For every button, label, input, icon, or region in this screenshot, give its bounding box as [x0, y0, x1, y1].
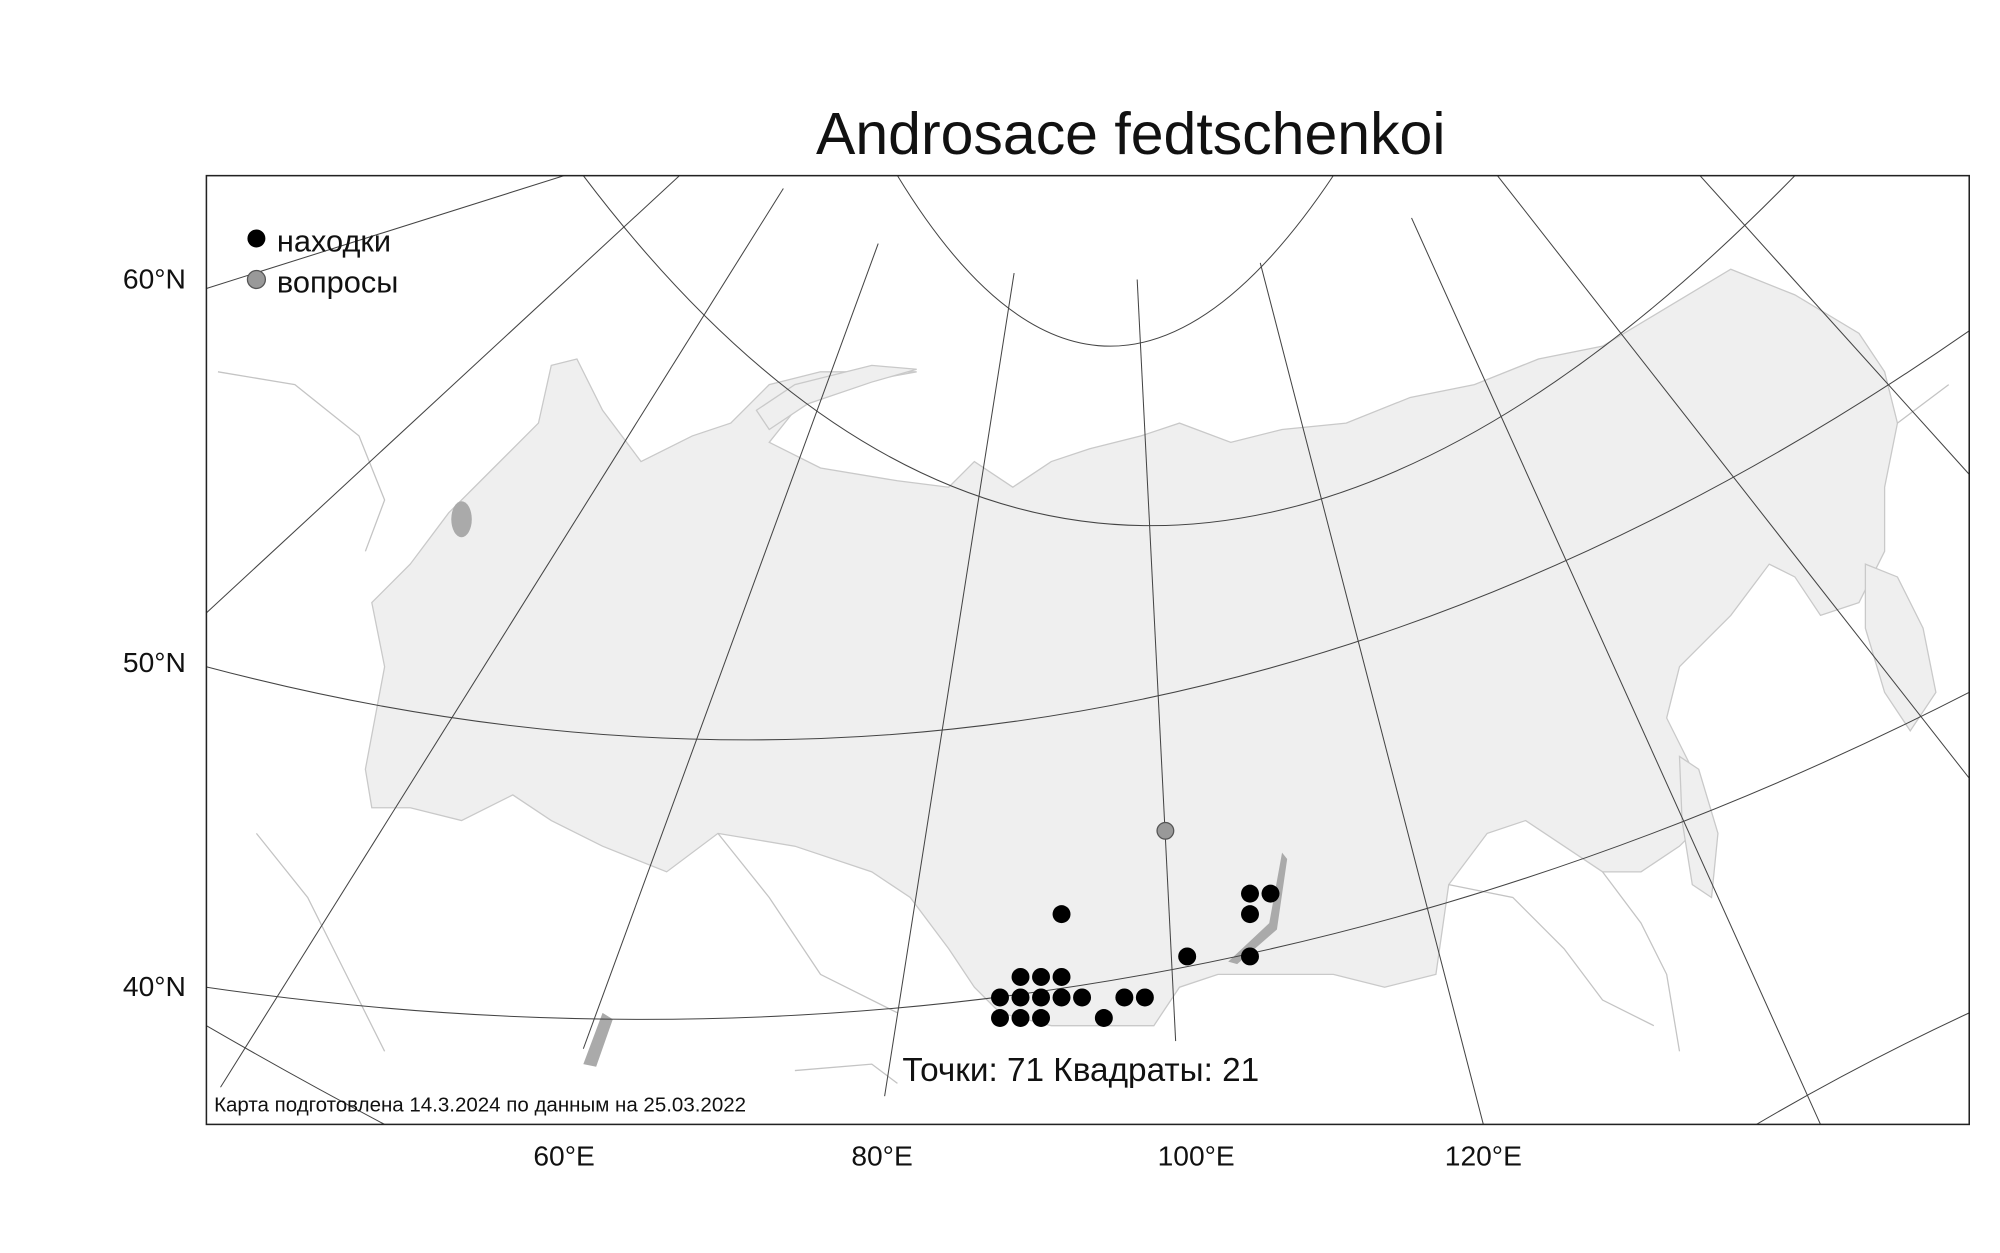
meridian: [1136, 279, 1177, 1042]
occurrence-point: [1261, 884, 1280, 903]
occurrence-point: [1241, 884, 1259, 903]
occurrence-point: [1032, 1009, 1050, 1027]
legend-label: находки: [277, 223, 391, 258]
occurrence-point: [1094, 1009, 1113, 1027]
land: [755, 364, 917, 431]
occurrence-point: [991, 1009, 1009, 1027]
meridian: [1699, 175, 1970, 475]
occurrence-point: [1032, 988, 1050, 1007]
parallel: [582, 175, 1796, 526]
lake: [583, 1012, 613, 1067]
map-frame: [205, 174, 1970, 1126]
map-title: Androsace fedtschenkoi: [816, 102, 1445, 167]
occurrence-point: [1011, 988, 1030, 1007]
occurrence-point: [991, 988, 1009, 1007]
graticule: [206, 175, 1970, 1125]
land: [364, 268, 1899, 1027]
lat-label: 40°N: [123, 970, 186, 1002]
parallel: [896, 175, 1334, 347]
occurrence-point: [1073, 988, 1092, 1007]
lake: [451, 501, 472, 538]
legend-marker: [247, 229, 266, 248]
occurrence-point: [1032, 967, 1050, 986]
lat-label: 60°N: [123, 262, 186, 294]
occurrence-point: [1052, 988, 1071, 1007]
lat-label: 50°N: [123, 646, 186, 678]
parallel: [1756, 1012, 1970, 1125]
lon-label: 100°E: [1158, 1139, 1235, 1171]
occurrence-point: [1011, 967, 1030, 986]
occurrence-point: [1241, 947, 1259, 966]
coastline: [217, 371, 1950, 1084]
occurrence-point: [1052, 905, 1071, 924]
meridian: [1259, 262, 1484, 1125]
map-area: находки вопросы Точки: 71 Квадраты: 21 К…: [206, 175, 1970, 1125]
questionable-point: [1156, 821, 1175, 840]
meridian: [1497, 175, 1970, 779]
meridian: [220, 188, 784, 1088]
meridian: [206, 175, 565, 289]
lon-label: 120°E: [1445, 1139, 1522, 1171]
lon-label: 60°E: [533, 1139, 594, 1171]
occurrence-point: [1178, 947, 1197, 966]
note: Карта подготовлена 14.3.2024 по данным н…: [214, 1094, 746, 1117]
parallel: [206, 330, 1970, 741]
parallel: [206, 691, 1970, 1020]
lake: [1228, 852, 1288, 965]
land: [1864, 563, 1937, 732]
occurrence-point: [1115, 988, 1134, 1007]
meridian: [206, 175, 680, 614]
occurrence-point: [1052, 967, 1071, 986]
meridian: [582, 243, 879, 1049]
summary: Точки: 71 Квадраты: 21: [902, 1052, 1259, 1089]
occurrence-point: [1135, 988, 1154, 1007]
land: [1678, 755, 1719, 899]
lon-label: 80°E: [851, 1139, 912, 1171]
parallel: [206, 1025, 385, 1125]
legend-marker: [246, 269, 267, 290]
occurrence-point: [1011, 1009, 1030, 1027]
legend-label: вопросы: [277, 264, 398, 299]
occurrences: [991, 821, 1280, 1027]
meridian: [1411, 217, 1821, 1125]
meridian: [884, 273, 1015, 1097]
occurrence-point: [1241, 905, 1259, 924]
